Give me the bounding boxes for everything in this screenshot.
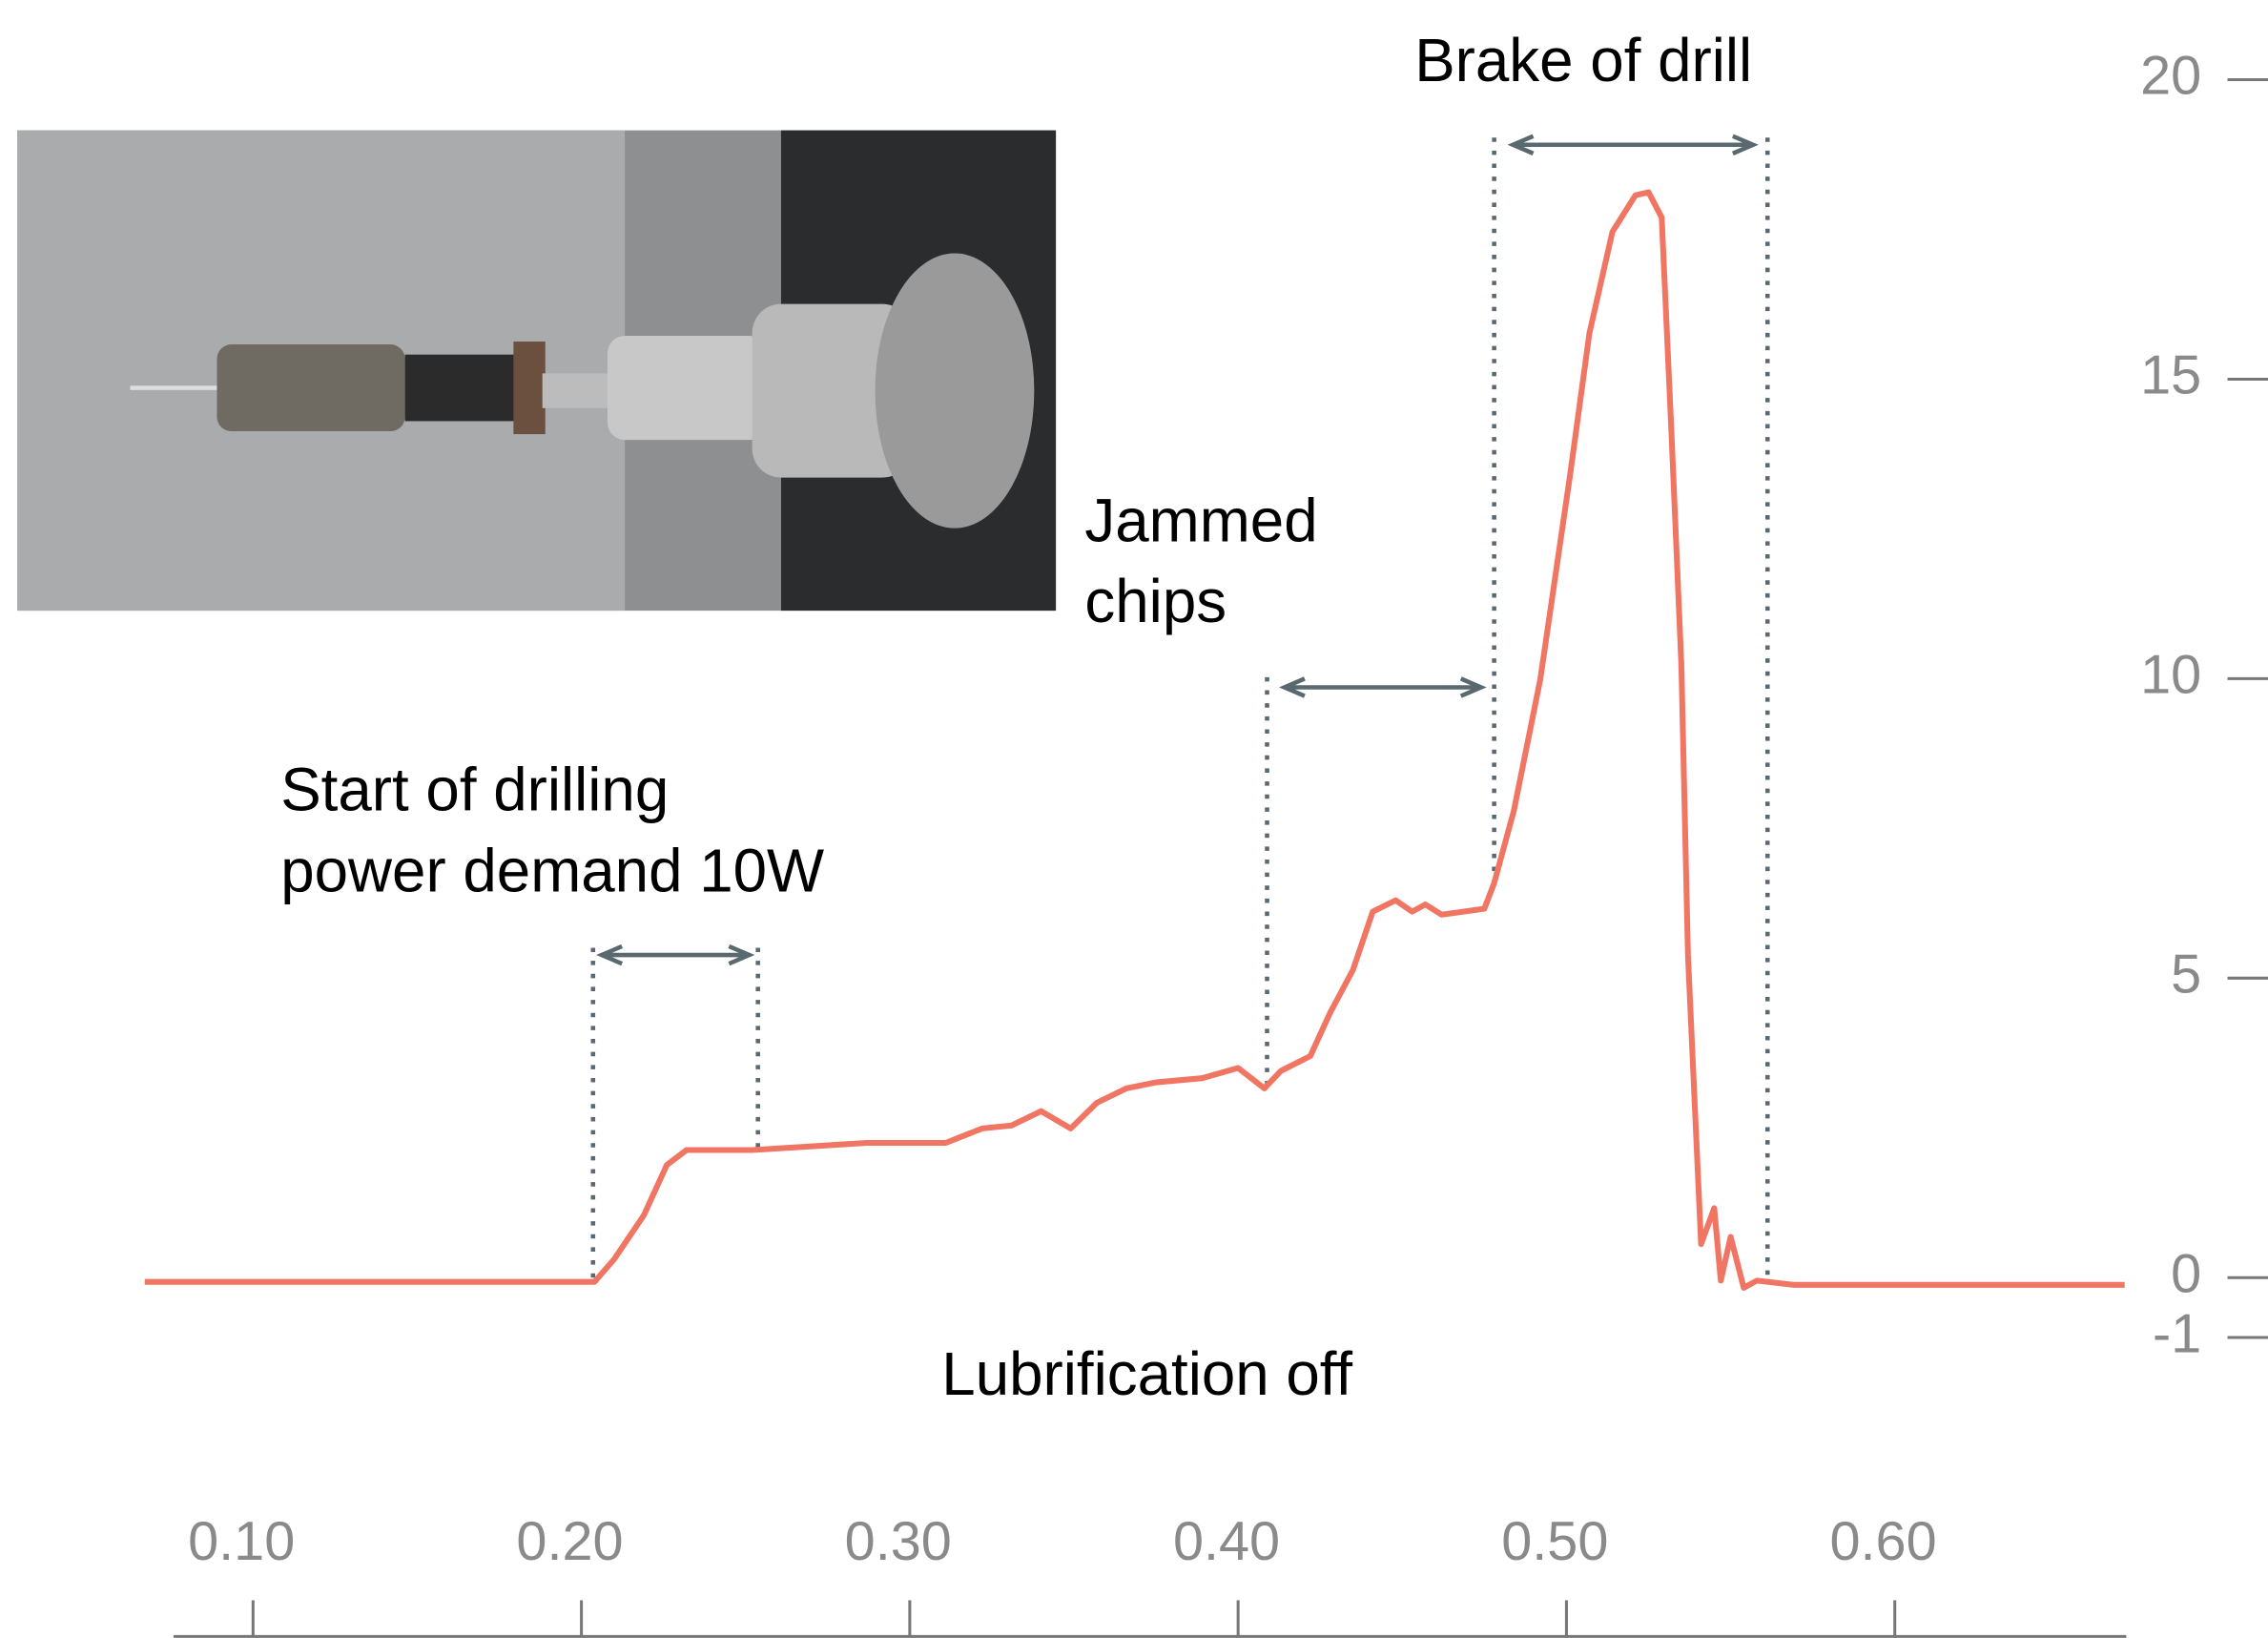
x-tick-label: 0.30 (845, 1511, 952, 1572)
annotation: Start of drilling (280, 756, 669, 823)
annotation: Jammed (1084, 487, 1317, 554)
x-tick-label: 0.20 (516, 1511, 623, 1572)
x-tick-label: 0.40 (1173, 1511, 1280, 1572)
y-tick-label: 15 (2140, 345, 2201, 406)
photo (17, 130, 1057, 612)
x-tick-label: 0.50 (1501, 1511, 1608, 1572)
y-tick-label: 20 (2140, 46, 2201, 107)
annotation: power demand 10W (280, 837, 824, 904)
data-line (144, 189, 2125, 1291)
x-tick-label: 0.60 (1830, 1511, 1937, 1572)
annotation: Brake of drill (1414, 27, 1752, 94)
y-tick-label: 0 (2171, 1243, 2201, 1304)
y-tick-label: -1 (2153, 1303, 2201, 1364)
x-tick-label: 0.10 (188, 1511, 295, 1572)
annotation: chips (1084, 568, 1227, 635)
markers (590, 134, 1770, 1281)
y-tick-label: 5 (2171, 944, 2201, 1006)
annotation: Lubrification off (941, 1340, 1352, 1408)
y-tick-label: 10 (2140, 645, 2201, 706)
